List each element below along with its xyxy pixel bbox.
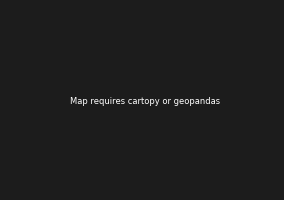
Text: Map requires cartopy or geopandas: Map requires cartopy or geopandas (70, 97, 221, 106)
